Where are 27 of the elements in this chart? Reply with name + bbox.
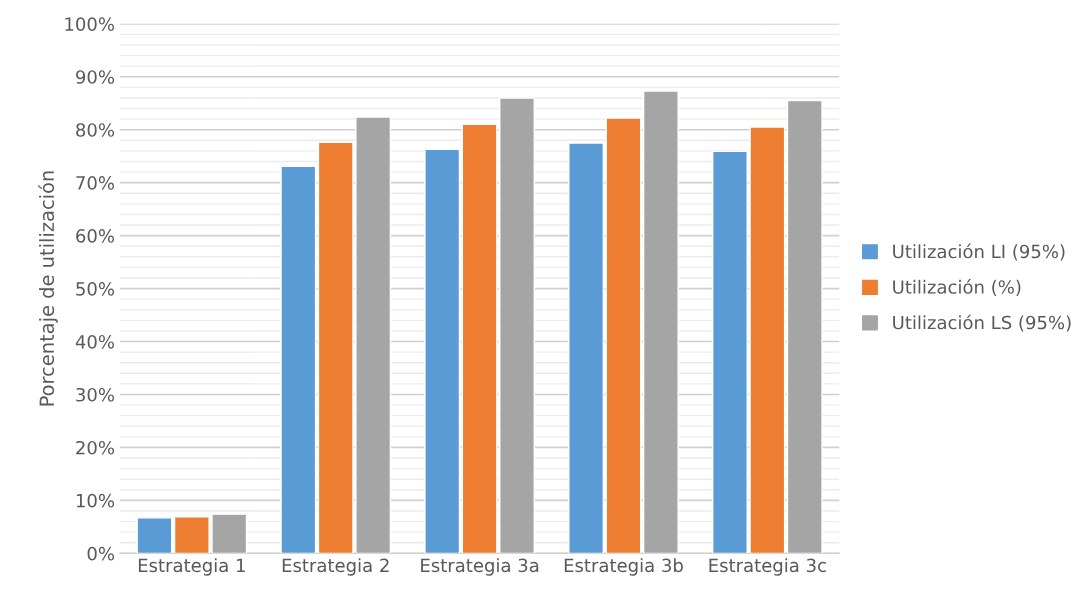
bar: [786, 99, 823, 554]
x-tick-label: Estrategia 3b: [564, 558, 683, 576]
bar: [136, 517, 173, 554]
y-tick-label: 30%: [76, 387, 115, 402]
y-tick-label: 10%: [76, 493, 115, 508]
legend-label: Utilización (%): [893, 279, 1021, 296]
y-tick-label: 90%: [76, 70, 115, 84]
y-tick-label: 70%: [76, 176, 115, 190]
x-tick-label: Estrategia 3a: [421, 558, 539, 576]
bar: [642, 90, 679, 554]
legend-label: Utilización LI (95%): [893, 243, 1065, 261]
bar: [424, 148, 461, 554]
y-tick-label: 80%: [76, 123, 115, 137]
x-tick-label: Estrategia 2: [282, 558, 389, 576]
bar: [280, 165, 317, 554]
x-tick-label: Estrategia 3c: [709, 558, 826, 576]
y-tick-label: 0%: [87, 546, 115, 561]
y-tick-label: 40%: [75, 334, 115, 349]
x-tick-label: Estrategia 1: [138, 558, 245, 576]
bar: [605, 117, 642, 554]
bar: [568, 142, 605, 554]
y-tick-label: 100%: [65, 17, 115, 31]
legend-label: Utilización LS (95%): [893, 314, 1071, 332]
y-tick-label: 60%: [76, 229, 115, 243]
y-axis-title: Porcentaje de utilización: [38, 171, 58, 406]
y-tick-label: 50%: [76, 282, 115, 296]
y-tick-label: 20%: [76, 440, 115, 455]
